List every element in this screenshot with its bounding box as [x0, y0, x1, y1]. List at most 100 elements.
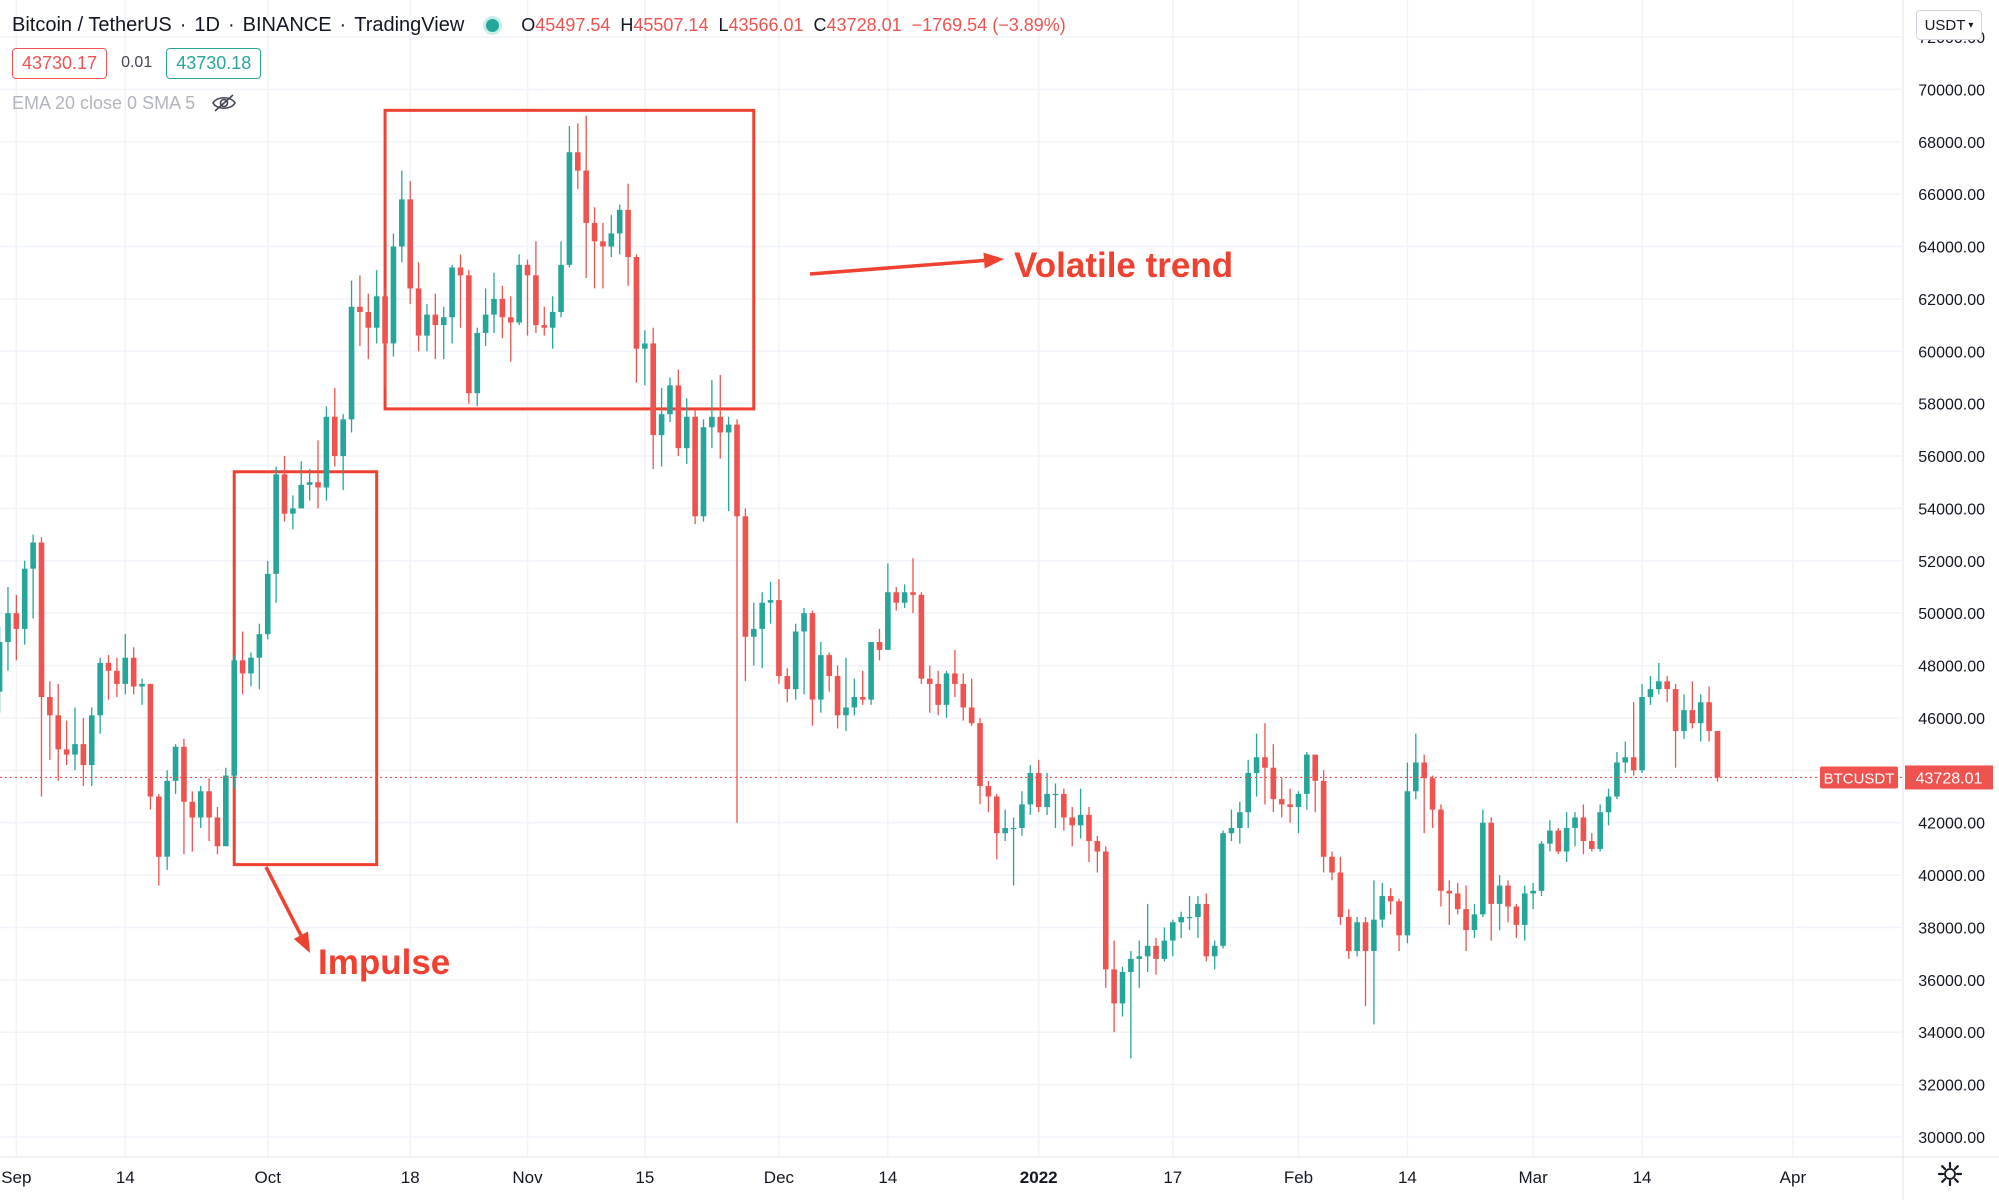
buy-price-button[interactable]: 43730.18	[166, 47, 262, 79]
interval-label[interactable]: 1D	[194, 13, 220, 36]
candle	[5, 587, 11, 671]
candle-body	[139, 683, 145, 687]
candle	[566, 126, 573, 268]
candle	[147, 683, 154, 810]
candle	[290, 495, 296, 530]
candle	[1262, 723, 1268, 805]
candle-body	[1161, 940, 1168, 959]
price-axis[interactable]: 30000.00 32000.00 34000.00 36000.00 38000.00…	[1905, 30, 1993, 1147]
candle-body	[114, 670, 120, 684]
candle	[399, 170, 405, 263]
currency-selector[interactable]: USDT ▾	[1916, 10, 1982, 40]
time-tick-label: Apr	[1780, 1168, 1807, 1187]
candle-body	[541, 325, 548, 328]
candle-body	[156, 796, 162, 857]
candle-body	[885, 592, 891, 650]
candle	[1588, 833, 1595, 852]
eye-hidden-icon[interactable]	[211, 93, 237, 113]
candle-body	[968, 707, 975, 724]
candle	[1387, 888, 1394, 915]
candle-body	[373, 296, 380, 328]
candle	[667, 377, 673, 422]
candle-body	[1178, 917, 1184, 923]
indicator-label[interactable]: EMA 20 close 0 SMA 5	[12, 92, 196, 113]
high-value: 45507.14	[633, 14, 709, 35]
symbol-title[interactable]: Bitcoin / TetherUS	[12, 13, 172, 36]
candle-body	[1438, 809, 1444, 891]
time-tick-label: 14	[116, 1168, 135, 1187]
candle-body	[1454, 893, 1461, 910]
candle-body	[910, 592, 916, 595]
candle	[935, 670, 941, 716]
price-tick-label: 60000.00	[1918, 344, 1985, 361]
candle-body	[994, 796, 1000, 834]
candle	[382, 288, 388, 388]
candle	[1178, 911, 1184, 938]
symbol-tag-label: BTCUSDT	[1824, 770, 1895, 787]
currency-label: USDT	[1924, 16, 1966, 34]
candle-body	[482, 314, 489, 333]
candle	[499, 285, 506, 339]
sell-price-button[interactable]: 43730.17	[12, 47, 108, 79]
price-tick-label: 58000.00	[1918, 397, 1985, 414]
candle-body	[55, 715, 62, 750]
time-tick-label: Oct	[255, 1168, 282, 1187]
candle-body	[1077, 814, 1084, 826]
time-axis[interactable]: Sep 14 Oct 18 Nov 15 Dec 14 2022 17 Feb 14 Mar 14 Apr	[1, 1168, 1806, 1187]
candle-body	[868, 642, 874, 700]
candle	[692, 408, 698, 525]
candle-body	[1262, 757, 1268, 768]
arrow-head	[983, 252, 1004, 269]
time-tick-label: Sep	[1, 1168, 31, 1187]
last-price-tag-label: 43728.01	[1916, 770, 1983, 787]
time-tick-label: Mar	[1518, 1168, 1548, 1187]
candle-body	[1605, 796, 1612, 813]
candle	[1304, 752, 1310, 810]
candle-body	[1387, 896, 1394, 902]
candle	[72, 707, 78, 771]
arrow-shaft	[809, 258, 985, 276]
candle-body	[97, 662, 103, 716]
candle-body	[1027, 772, 1034, 805]
candle	[1446, 880, 1453, 925]
candle	[1463, 885, 1469, 952]
candle-body	[1035, 772, 1042, 807]
candle	[784, 668, 791, 703]
candle-body	[122, 657, 129, 684]
candle	[1555, 827, 1562, 855]
candle	[156, 793, 162, 886]
candle	[801, 607, 807, 695]
candle-body	[1169, 922, 1176, 941]
candle	[575, 123, 581, 189]
candle	[583, 115, 589, 278]
candle	[507, 296, 514, 362]
candle-body	[1505, 885, 1511, 907]
candle-body	[30, 542, 36, 569]
gear-icon[interactable]	[1936, 1160, 1964, 1188]
candle	[1111, 940, 1117, 1033]
candle-body	[1362, 922, 1369, 952]
candle	[558, 241, 564, 318]
candle	[1094, 835, 1101, 873]
candle	[47, 681, 53, 760]
candle-body	[575, 152, 581, 171]
candle-body	[1002, 827, 1008, 834]
candle	[1312, 754, 1319, 813]
candle-body	[1538, 843, 1545, 891]
candle	[1211, 940, 1218, 970]
candle	[1345, 909, 1352, 959]
candle	[1153, 937, 1159, 975]
price-tick-label: 46000.00	[1918, 711, 1985, 728]
candle-body	[700, 427, 707, 517]
candle	[256, 623, 263, 690]
candle-body	[1320, 780, 1327, 857]
candle-body	[943, 673, 950, 705]
indicator-legend[interactable]: EMA 20 close 0 SMA 5	[12, 90, 237, 116]
candle-body	[843, 707, 849, 716]
candle	[122, 634, 129, 695]
candle	[516, 254, 522, 326]
candle-body	[424, 314, 430, 336]
candle	[365, 293, 372, 360]
spread-value: 0.01	[121, 54, 153, 71]
